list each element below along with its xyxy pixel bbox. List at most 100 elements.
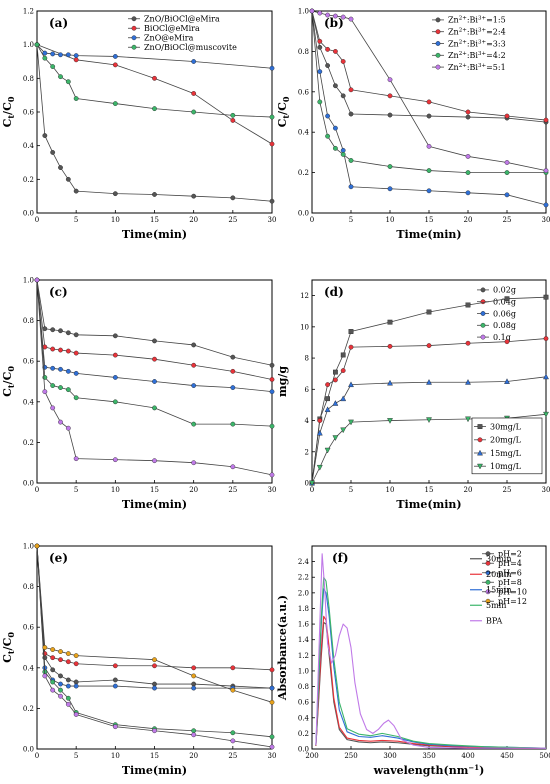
x-tick-label: 25	[503, 216, 512, 224]
y-tick-label: 0.6	[23, 109, 35, 117]
series-1	[34, 543, 275, 691]
legend-entry: 30mg/L	[490, 422, 522, 431]
x-tick-label: 500	[539, 752, 550, 760]
legend-marker	[485, 579, 491, 585]
chart-panel-3: 0 5 10 15 20 25 300.00.20.40.60.81.0Time(min)C…	[1, 277, 516, 512]
y-tick-label: 0.6	[298, 88, 310, 96]
data-point	[504, 339, 510, 345]
data-point	[230, 112, 236, 118]
data-point	[65, 695, 71, 701]
data-point	[58, 649, 63, 654]
data-point	[230, 195, 236, 201]
data-point	[73, 661, 79, 667]
data-point	[317, 10, 323, 16]
data-point	[325, 12, 330, 18]
legend-marker	[435, 64, 441, 70]
data-point	[269, 685, 275, 691]
x-tick-label: 30	[542, 216, 550, 224]
data-point	[191, 383, 197, 388]
legend: 0.02g 0.04g 0.06g 0.08g 0.1g	[477, 286, 516, 342]
x-axis-label: Time(min)	[396, 228, 461, 241]
legend-box	[471, 417, 543, 475]
data-point	[50, 667, 56, 673]
x-tick-label: 5	[349, 216, 353, 224]
x-tick-label: 0	[35, 216, 39, 224]
legend-entry: Zn2+:Bi3+=4:2	[448, 51, 506, 60]
y-tick-label: 0.2	[298, 169, 309, 177]
x-tick-label: 20	[189, 752, 198, 760]
data-point	[340, 152, 346, 157]
data-point	[42, 389, 48, 395]
data-point	[348, 184, 354, 190]
series-line	[36, 545, 273, 748]
data-point	[58, 347, 63, 353]
data-point	[333, 369, 338, 375]
legend: ZnO/BiOCl@eMiraBiOCl@eMiraZnO@eMiraZnO/B…	[128, 15, 237, 52]
chart-panel-1: 0 5 10 15 20 25 30 0.0 0.2 0.4 0.6 0.8 1.0 1.2 Time(mi…	[1, 8, 276, 242]
data-point	[317, 69, 323, 75]
x-tick-label: 25	[503, 486, 512, 494]
data-point	[317, 38, 323, 44]
data-point	[269, 198, 275, 204]
data-point	[269, 423, 275, 429]
y-tick-label: 2.4	[298, 558, 310, 566]
data-point	[112, 677, 118, 683]
data-point	[152, 379, 157, 384]
x-tick-label: 5	[74, 216, 78, 224]
data-point	[465, 114, 471, 120]
y-tick-label: 0.4	[23, 664, 35, 672]
panel-label: (e)	[49, 551, 68, 565]
data-point	[230, 385, 236, 390]
data-point	[50, 679, 56, 685]
data-point	[504, 296, 510, 302]
data-point	[50, 149, 56, 155]
x-tick-label: 15	[150, 752, 159, 760]
data-point	[50, 655, 56, 661]
chart-panel-6: 200 250 300 350 400 450 500 0.0 0.2 0.4 0.6 0.8 1.0 1…	[276, 545, 550, 777]
y-tick-label: 1.4	[298, 636, 310, 644]
data-point	[58, 693, 63, 699]
data-point	[269, 744, 275, 750]
x-tick-label: 10	[111, 752, 120, 760]
data-point	[317, 44, 323, 50]
data-point	[309, 8, 315, 14]
x-tick-label: 10	[111, 216, 120, 224]
data-point	[34, 543, 40, 549]
y-tick-label: 0	[305, 480, 309, 488]
data-point	[58, 657, 63, 663]
series-2	[34, 42, 275, 147]
data-point	[152, 657, 157, 663]
legend-entry: 10mg/L	[490, 462, 522, 471]
data-point	[65, 659, 71, 665]
legend-entry: BiOCl@eMira	[144, 24, 200, 33]
data-point	[387, 77, 393, 83]
x-tick-label: 30	[268, 486, 277, 494]
y-tick-label: 1.0	[23, 277, 34, 285]
y-tick-label: 8	[305, 355, 309, 363]
legend-entry: pH=4	[498, 559, 522, 568]
data-point	[316, 464, 323, 471]
data-point	[73, 188, 79, 194]
legend-marker	[435, 29, 441, 35]
data-point	[73, 332, 79, 338]
chart-panel-2: 0 5 10 15 20 25 30 0.0 0.2 0.4 0.6 0.8 1.0 Time(min) C…	[276, 8, 550, 242]
y-tick-label: 0.8	[23, 583, 34, 591]
data-point	[230, 368, 236, 374]
series-4	[309, 8, 549, 176]
data-point	[152, 106, 157, 112]
y-axis-label: Absorbance(a.u.)	[276, 595, 289, 701]
legend-marker	[477, 437, 483, 443]
data-point	[73, 370, 79, 376]
data-point	[269, 362, 275, 368]
x-tick-label: 15	[425, 216, 434, 224]
y-tick-label: 1.6	[298, 621, 310, 629]
data-point	[42, 55, 48, 61]
data-point	[309, 480, 315, 487]
data-point	[152, 356, 157, 362]
y-tick-label: 0.2	[298, 730, 309, 738]
legend-entry: Zn2+:Bi3+=2:4	[448, 28, 506, 37]
data-point	[73, 350, 79, 356]
data-point	[112, 62, 118, 68]
x-tick-label: 10	[386, 216, 395, 224]
legend-entry: pH=6	[498, 569, 522, 578]
